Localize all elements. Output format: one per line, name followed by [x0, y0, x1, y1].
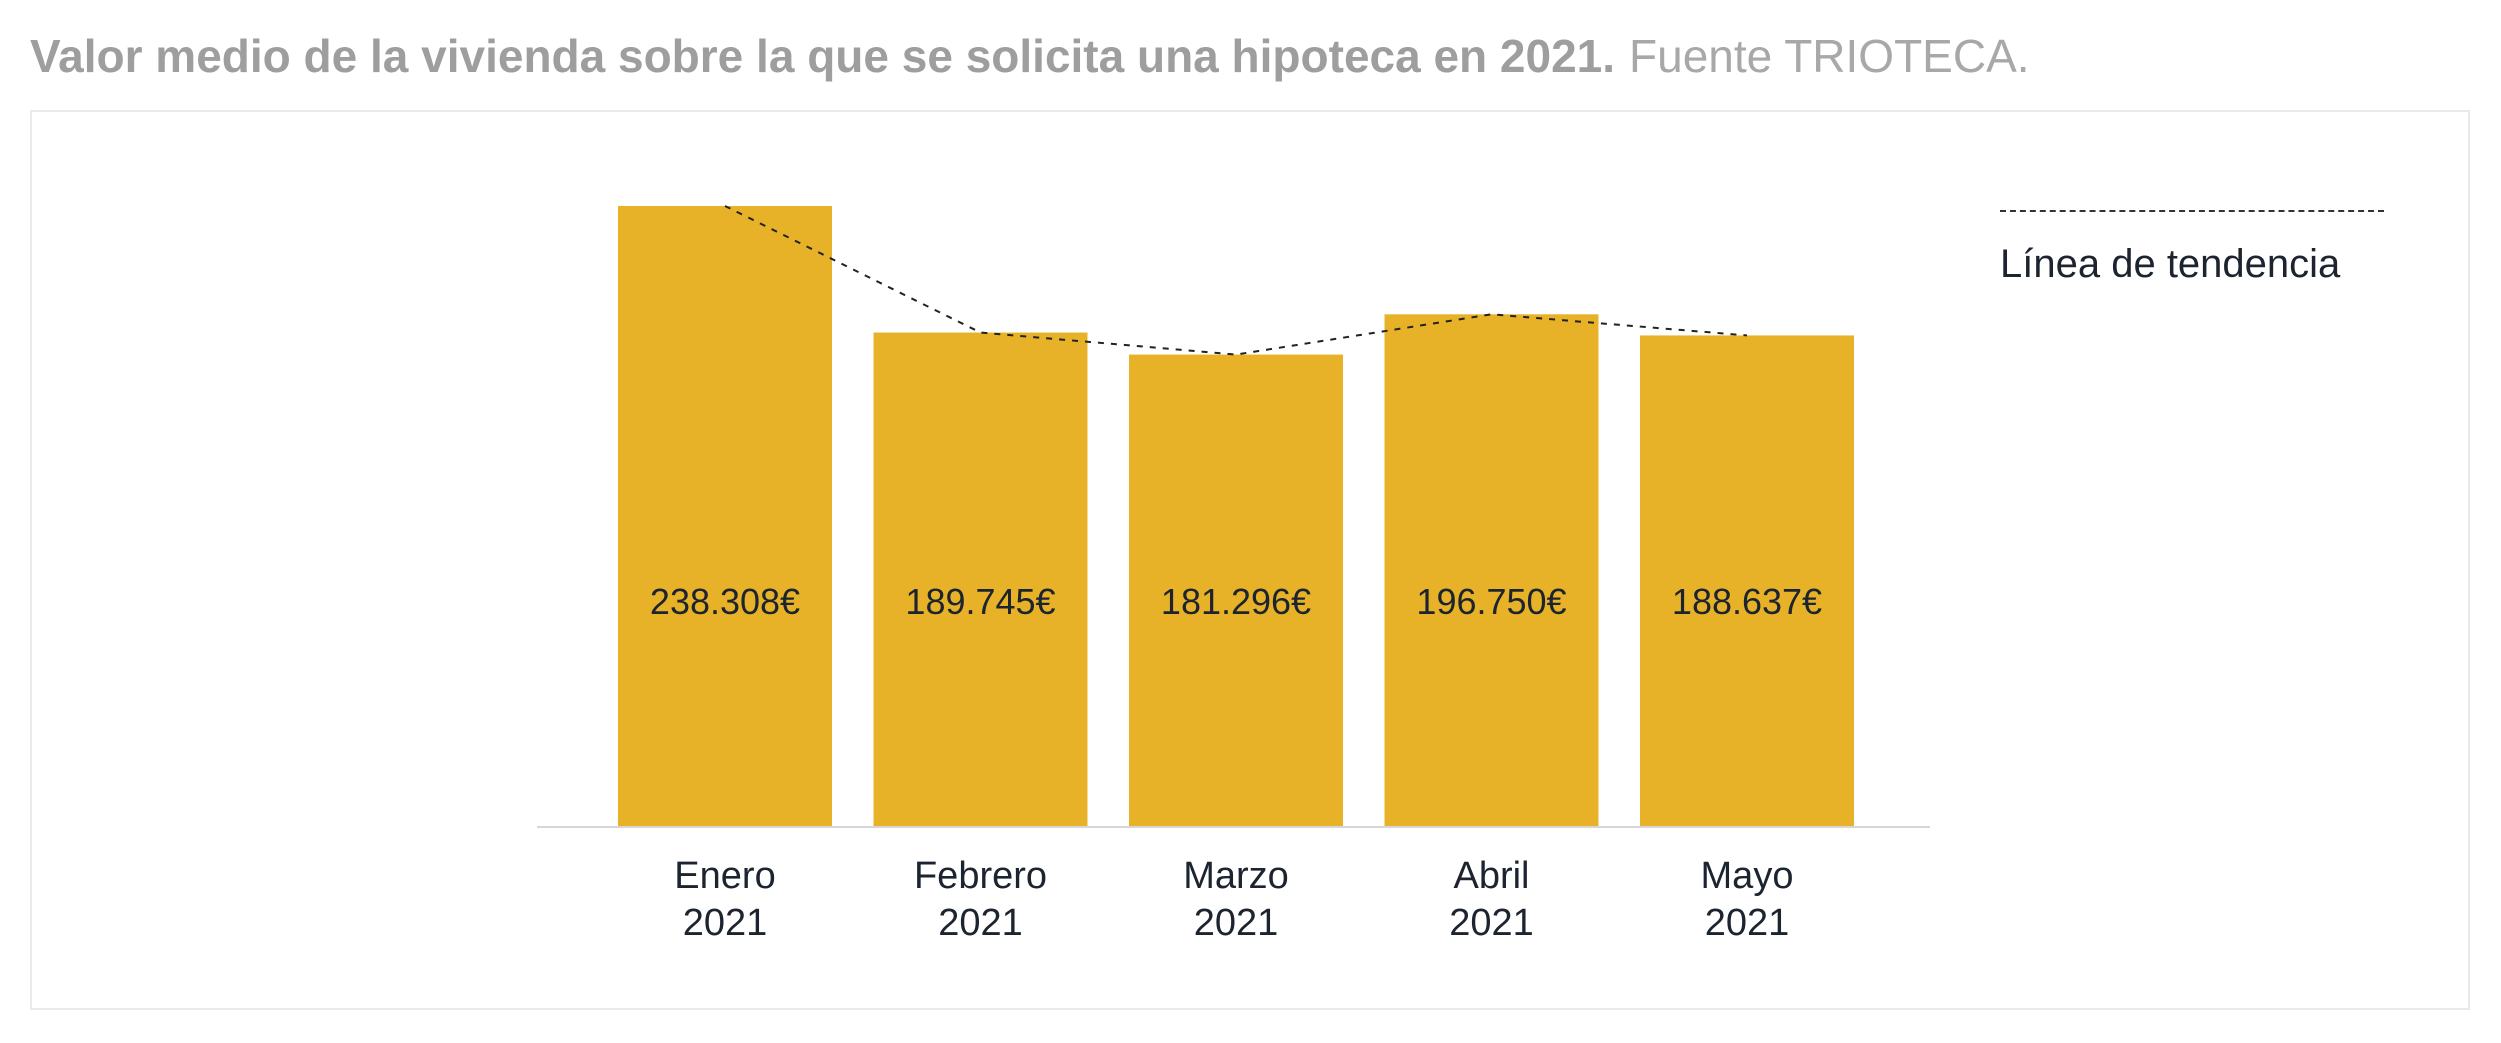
x-tick-label-3-0: Abril — [1453, 855, 1529, 897]
x-tick-label-1-0: Febrero — [914, 855, 1047, 897]
bar-value-label-3: 196.750€ — [1416, 581, 1566, 622]
bar-value-label-2: 181.296€ — [1161, 581, 1311, 622]
bar-0 — [618, 206, 832, 827]
x-tick-label-3-1: 2021 — [1449, 902, 1534, 944]
bar-value-label-4: 188.637€ — [1672, 581, 1822, 622]
value-labels-group: 238.308€ 189.745€ 181.296€ 196.750€ 188.637€ — [650, 581, 1822, 622]
x-tick-label-1-1: 2021 — [938, 902, 1023, 944]
chart-source: Fuente TRIOTECA. — [1629, 30, 2030, 82]
bar-3 — [1384, 314, 1599, 827]
chart-frame — [30, 110, 2470, 1010]
x-tick-label-0-0: Enero — [674, 855, 775, 897]
legend: Línea de tendencia — [2000, 210, 2390, 287]
bar-value-label-0: 238.308€ — [650, 581, 800, 622]
bars-group — [618, 206, 1854, 827]
legend-trend-label: Línea de tendencia — [2000, 242, 2341, 286]
x-tick-labels-group: Enero 2021 Febrero 2021 Marzo 2021 Abril 2021 Ma… — [674, 855, 1793, 944]
bar-1 — [873, 332, 1088, 827]
chart-title: Valor medio de la vivienda sobre la que … — [30, 30, 1616, 82]
x-tick-label-2-1: 2021 — [1194, 902, 1279, 944]
bar-value-label-1: 189.745€ — [905, 581, 1055, 622]
bar-4 — [1640, 335, 1854, 827]
x-tick-label-2-0: Marzo — [1183, 855, 1289, 897]
trend-line — [724, 205, 1748, 356]
x-tick-label-0-1: 2021 — [683, 902, 768, 944]
chart-heading: Valor medio de la vivienda sobre la que … — [30, 24, 2030, 88]
x-tick-label-4-0: Mayo — [1701, 855, 1794, 897]
x-tick-label-4-1: 2021 — [1705, 902, 1790, 944]
legend-trend-swatch — [2000, 210, 2384, 212]
bar-2 — [1129, 354, 1343, 827]
